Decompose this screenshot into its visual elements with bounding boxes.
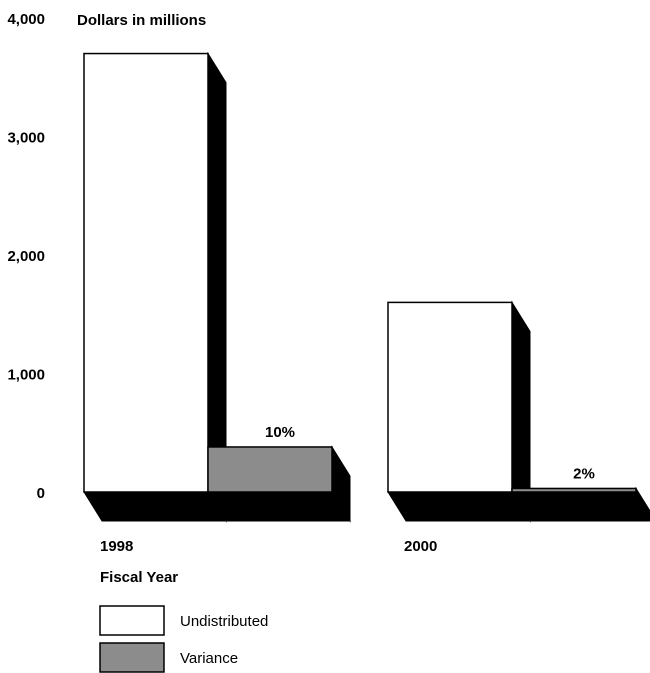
category-label: 2000 <box>404 538 437 555</box>
data-label: 2% <box>573 465 595 482</box>
bar-variance-2000 <box>511 486 650 516</box>
legend-label: Undistributed <box>180 613 268 630</box>
y-axis-label: Dollars in millions <box>77 12 206 29</box>
y-tick-label: 2,000 <box>7 248 45 265</box>
y-tick-label: 3,000 <box>7 130 45 147</box>
legend-swatch <box>99 642 165 673</box>
legend-label: Variance <box>180 650 238 667</box>
x-axis-label: Fiscal Year <box>100 569 178 586</box>
y-tick-label: 4,000 <box>7 11 45 28</box>
category-label: 1998 <box>100 538 133 555</box>
bars: 10% 2% <box>83 51 650 523</box>
data-label: 10% <box>265 424 295 441</box>
bar-undistributed-2000 <box>387 300 531 523</box>
y-tick-label: 0 <box>37 485 45 502</box>
category-labels: 1998 2000 <box>100 538 437 555</box>
y-ticks: 0 1,000 2,000 3,000 4,000 <box>7 11 45 502</box>
y-tick-label: 1,000 <box>7 367 45 384</box>
bar-undistributed-1998 <box>83 51 227 523</box>
legend-swatch <box>99 605 165 636</box>
legend-item: Variance <box>99 642 238 673</box>
bar-variance-1998 <box>207 445 351 523</box>
legend-item: Undistributed <box>99 605 268 636</box>
legend: Undistributed Variance <box>99 605 268 673</box>
